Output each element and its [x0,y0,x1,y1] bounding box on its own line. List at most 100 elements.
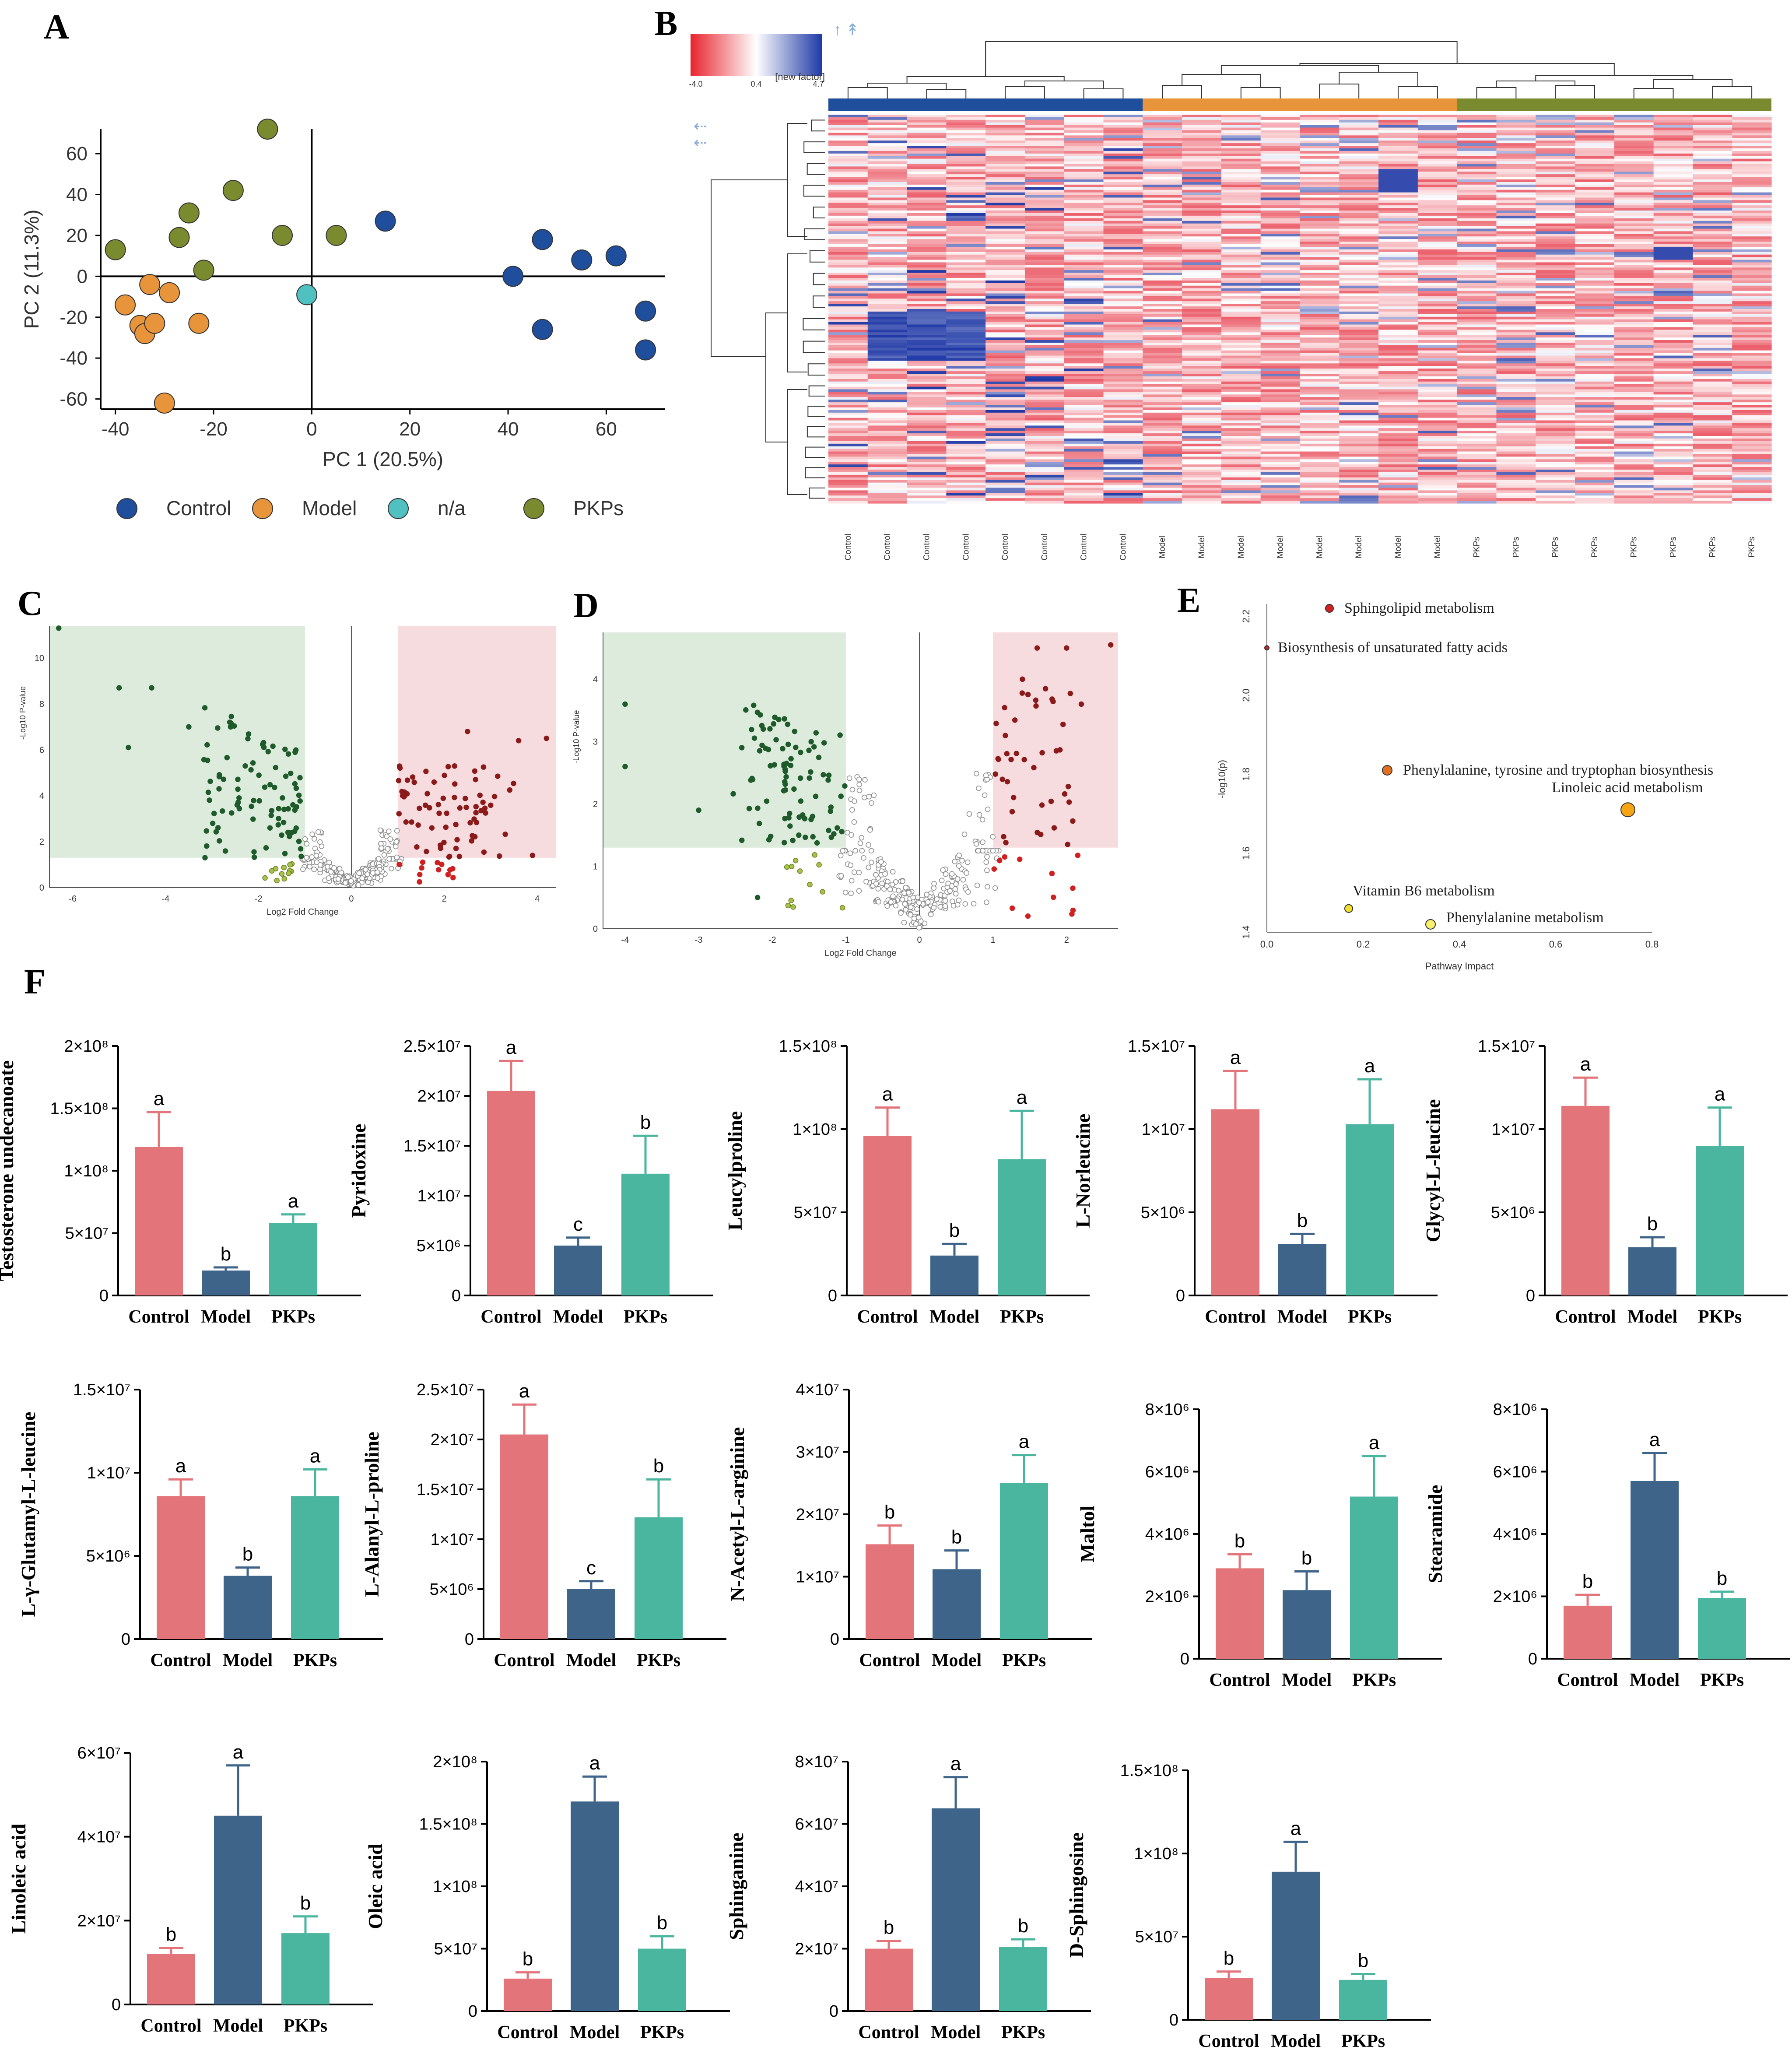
volcano-point [876,899,881,905]
heatmap-cell [1536,262,1575,265]
heatmap-cell [1064,226,1104,229]
heatmap-cell [1103,449,1143,452]
heatmap-cell [1221,309,1261,312]
heatmap-cell [1536,236,1575,239]
heatmap-cell [1300,226,1340,229]
volcano-point [1050,894,1056,900]
heatmap-cell [1339,275,1379,278]
heatmap-cell [1732,384,1772,387]
heatmap-cell [985,464,1025,467]
heatmap-cell [1614,361,1654,364]
heatmap-cell [1143,462,1182,465]
group-bar-pkps [1457,98,1771,111]
volcano-point [381,852,387,858]
heatmap-cell [1693,386,1732,390]
heatmap-cell [1064,345,1104,348]
heatmap-cell [867,449,908,452]
heatmap-cell [1221,485,1261,488]
heatmap-cell [1653,273,1694,276]
heatmap-cell [1732,277,1772,281]
heatmap-cell [828,340,868,343]
category-label: PKPs [637,1650,680,1671]
heatmap-cell [1417,420,1458,424]
heatmap-cell [1457,319,1497,323]
heatmap-cell [1260,208,1301,211]
heatmap-cell [1300,130,1340,133]
heatmap-cell [1457,482,1497,486]
volcano-point [422,802,428,808]
heatmap-cell [1103,223,1143,227]
heatmap-cell [1024,169,1065,172]
heatmap-cell [1300,218,1340,221]
heatmap-cell [1732,283,1772,286]
heatmap-cell [828,231,868,234]
heatmap-cell [1300,456,1340,460]
y-tick-label: 2×10⁷ [796,1506,839,1524]
heatmap-cell [828,358,868,361]
significance-letter: a [310,1445,321,1467]
heatmap-cell [1221,501,1261,504]
volcano-point [450,874,456,881]
heatmap-cell [1024,125,1065,128]
y-tick-label: 4 [39,791,44,801]
dendrogram-branch [787,123,807,237]
heatmap-cell [1103,441,1143,444]
heatmap-cell [985,330,1025,333]
heatmap-cell [867,428,908,431]
heatmap-cell [828,174,868,177]
volcano-point [1070,818,1076,824]
heatmap-cell [1536,405,1575,408]
heatmap-cell [1143,340,1182,343]
heatmap-cell [1732,319,1772,323]
heatmap-cell [1143,369,1182,372]
heatmap-cell [867,221,908,224]
heatmap-cell [907,234,947,237]
heatmap-cell [1182,374,1222,377]
heatmap-cell [1378,322,1418,325]
heatmap-cell [1378,138,1418,141]
heatmap-cell [1536,363,1575,366]
volcano-point [302,836,308,842]
heatmap-cell [1614,316,1654,320]
heatmap-cell [1103,260,1143,263]
volcano-point [394,854,400,860]
heatmap-cell [1417,474,1458,478]
heatmap-cell [1536,130,1575,133]
heatmap-cell [828,415,868,418]
heatmap-cell [1457,374,1497,377]
heatmap-cell [1496,423,1536,426]
heatmap-cell [1339,215,1379,219]
y-tick-label: 2.5×10⁷ [417,1381,474,1399]
heatmap-cell [1300,324,1340,328]
heatmap-cell [946,410,986,413]
heatmap-cell [1575,454,1615,457]
bar-control [135,1147,183,1295]
heatmap-cell [1496,252,1536,255]
heatmap-cell [1614,195,1654,198]
volcano-point [838,873,844,879]
heatmap-cell [985,252,1025,255]
heatmap-cell [1182,288,1222,291]
heatmap-cell [1496,262,1536,265]
heatmap-cell [1221,482,1261,486]
heatmap-cell [1496,298,1536,302]
heatmap-cell [985,122,1025,126]
heatmap-cell [1300,314,1340,317]
heatmap-cell [1300,485,1340,488]
heatmap-cell [1614,389,1654,393]
heatmap-cell [867,379,908,382]
heatmap-cell [1143,265,1182,268]
heatmap-cell [828,355,868,359]
heatmap-cell [1417,153,1458,157]
heatmap-cell [1417,451,1458,455]
volcano-point [326,875,332,881]
heatmap-cell [1339,316,1379,320]
heatmap-cell [1457,330,1497,333]
heatmap-cell [1496,140,1536,144]
volcano-point [884,883,890,889]
heatmap-cell [1143,151,1182,154]
heatmap-cell [1378,182,1418,185]
heatmap-cell [1260,270,1301,273]
heatmap-cell [1378,361,1418,364]
heatmap-cell [1143,480,1182,483]
